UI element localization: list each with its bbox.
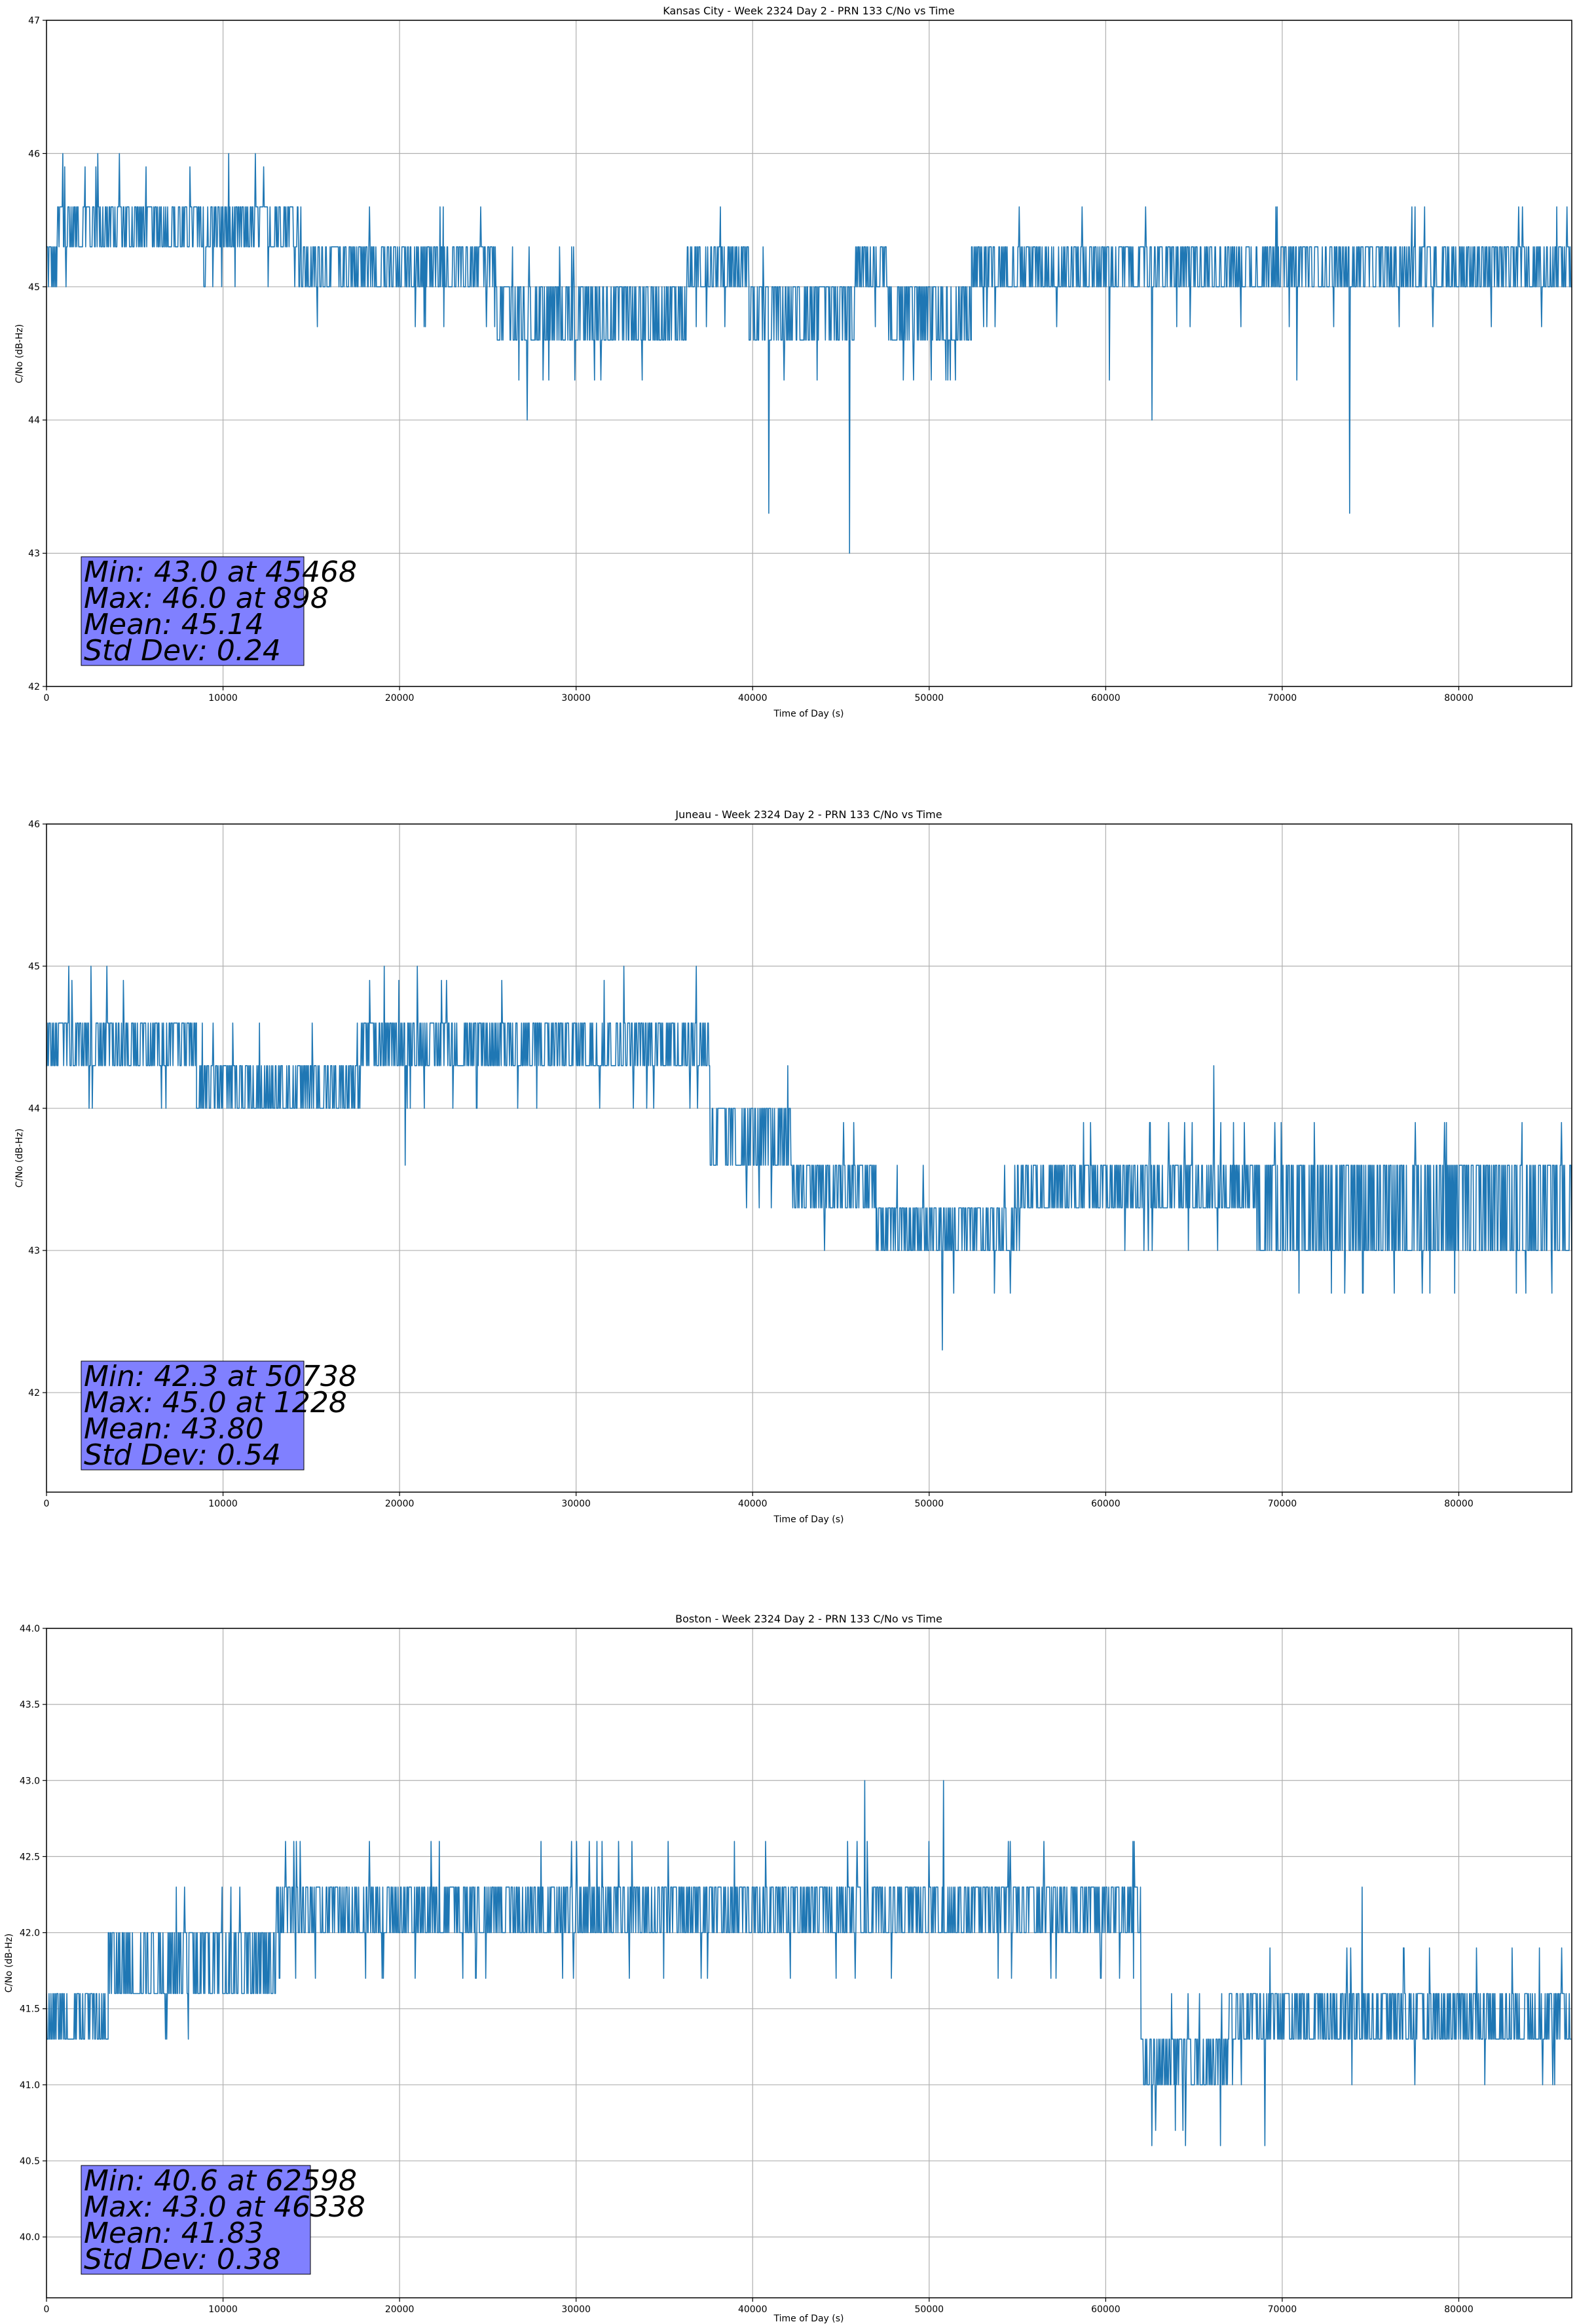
- stats-max: Max: 46.0 at 898: [84, 582, 329, 615]
- stats-min: Min: 42.3 at 50738: [84, 1360, 357, 1393]
- stats-mean: Mean: 41.83: [84, 2217, 264, 2250]
- x-tick-label: 60000: [1091, 2304, 1121, 2315]
- stats-box-background: [81, 2165, 311, 2275]
- x-tick-label: 20000: [385, 693, 415, 703]
- x-tick-label: 70000: [1268, 693, 1297, 703]
- x-tick-label: 80000: [1444, 693, 1474, 703]
- x-tick-label: 0: [44, 1499, 50, 1509]
- stats-std-dev: Std Dev: 0.38: [84, 2243, 281, 2276]
- y-tick-label: 43: [28, 549, 40, 559]
- stats-min: Min: 43.0 at 45468: [84, 555, 357, 589]
- cno-series: [46, 1780, 1572, 2146]
- stats-min: Min: 40.6 at 62598: [84, 2164, 357, 2198]
- chart-title: Boston - Week 2324 Day 2 - PRN 133 C/No …: [675, 1613, 942, 1625]
- x-axis-label: Time of Day (s): [773, 709, 844, 719]
- y-tick-label: 40.5: [20, 2156, 40, 2167]
- axis-ticks: 0 10000 20000 30000 40000 50000 60000 70000 8000…: [28, 16, 1474, 703]
- chart-title: Kansas City - Week 2324 Day 2 - PRN 133 …: [663, 5, 954, 17]
- cno-series: [46, 153, 1572, 554]
- x-tick-label: 60000: [1091, 693, 1121, 703]
- y-axis-label: C/No (dB-Hz): [14, 324, 25, 383]
- juneau-chart: Juneau - Week 2324 Day 2 - PRN 133 C/No …: [14, 808, 1572, 1525]
- stats-mean: Mean: 43.80: [84, 1412, 264, 1446]
- x-tick-label: 40000: [738, 2304, 768, 2315]
- cno-line: [46, 965, 1572, 1351]
- stats-max: Max: 45.0 at 1228: [84, 1386, 347, 1419]
- stats-box: Min: 43.0 at 45468 Max: 46.0 at 898 Mean…: [81, 555, 357, 667]
- stats-std-dev: Std Dev: 0.54: [84, 1438, 281, 1472]
- y-tick-label: 44: [28, 1104, 40, 1114]
- x-axis-label: Time of Day (s): [773, 2314, 844, 2324]
- y-tick-label: 44.0: [20, 1624, 40, 1634]
- chart-title: Juneau - Week 2324 Day 2 - PRN 133 C/No …: [675, 808, 942, 821]
- x-tick-label: 30000: [561, 1499, 591, 1509]
- boston-chart: Boston - Week 2324 Day 2 - PRN 133 C/No …: [4, 1613, 1572, 2324]
- y-tick-label: 43.5: [20, 1700, 40, 1710]
- stats-box: Min: 42.3 at 50738 Max: 45.0 at 1228 Mea…: [81, 1360, 357, 1472]
- x-tick-label: 20000: [385, 1499, 415, 1509]
- y-tick-label: 42: [28, 1388, 40, 1398]
- x-tick-label: 0: [44, 2304, 50, 2315]
- y-tick-label: 47: [28, 16, 40, 26]
- x-tick-label: 10000: [208, 2304, 238, 2315]
- stats-box-background: [81, 1360, 305, 1471]
- y-tick-label: 44: [28, 415, 40, 426]
- x-tick-label: 10000: [208, 693, 238, 703]
- x-tick-label: 10000: [208, 1499, 238, 1509]
- y-tick-label: 45: [28, 282, 40, 293]
- x-tick-label: 0: [44, 693, 50, 703]
- y-tick-label: 46: [28, 149, 40, 159]
- y-axis-label: C/No (dB-Hz): [14, 1129, 25, 1188]
- stats-box-background: [81, 556, 305, 666]
- y-tick-label: 40.0: [20, 2232, 40, 2243]
- axis-ticks: 0 10000 20000 30000 40000 50000 60000 70000 8000…: [28, 819, 1474, 1509]
- y-tick-label: 46: [28, 819, 40, 830]
- x-tick-label: 70000: [1268, 2304, 1297, 2315]
- y-tick-label: 41.0: [20, 2080, 40, 2091]
- x-tick-label: 60000: [1091, 1499, 1121, 1509]
- x-tick-label: 20000: [385, 2304, 415, 2315]
- x-tick-label: 50000: [915, 693, 944, 703]
- stats-max: Max: 43.0 at 46338: [84, 2190, 365, 2224]
- cno-line: [46, 153, 1572, 554]
- kansas-city-chart: Kansas City - Week 2324 Day 2 - PRN 133 …: [14, 5, 1572, 719]
- x-axis-label: Time of Day (s): [773, 1514, 844, 1525]
- axis-ticks: 0 10000 20000 30000 40000 50000 60000 70000 8000…: [20, 1624, 1474, 2315]
- y-tick-label: 42.5: [20, 1852, 40, 1862]
- x-tick-label: 80000: [1444, 2304, 1474, 2315]
- y-tick-label: 43: [28, 1246, 40, 1256]
- stats-box: Min: 40.6 at 62598 Max: 43.0 at 46338 Me…: [81, 2164, 365, 2276]
- x-tick-label: 80000: [1444, 1499, 1474, 1509]
- x-tick-label: 40000: [738, 1499, 768, 1509]
- plot-frame: [46, 20, 1572, 687]
- x-tick-label: 50000: [915, 1499, 944, 1509]
- x-tick-label: 30000: [561, 693, 591, 703]
- y-tick-label: 42.0: [20, 1928, 40, 1939]
- stats-mean: Mean: 45.14: [84, 608, 264, 641]
- x-tick-label: 30000: [561, 2304, 591, 2315]
- x-tick-label: 70000: [1268, 1499, 1297, 1509]
- plot-frame: [46, 1628, 1572, 2298]
- y-tick-label: 42: [28, 682, 40, 692]
- y-tick-label: 43.0: [20, 1776, 40, 1786]
- cno-line: [46, 1780, 1572, 2146]
- plot-frame: [46, 823, 1572, 1493]
- cno-series: [46, 965, 1572, 1351]
- x-tick-label: 40000: [738, 693, 768, 703]
- y-tick-label: 45: [28, 962, 40, 972]
- x-tick-label: 50000: [915, 2304, 944, 2315]
- stats-std-dev: Std Dev: 0.24: [84, 634, 281, 667]
- y-axis-label: C/No (dB-Hz): [4, 1934, 14, 1993]
- y-tick-label: 41.5: [20, 2004, 40, 2015]
